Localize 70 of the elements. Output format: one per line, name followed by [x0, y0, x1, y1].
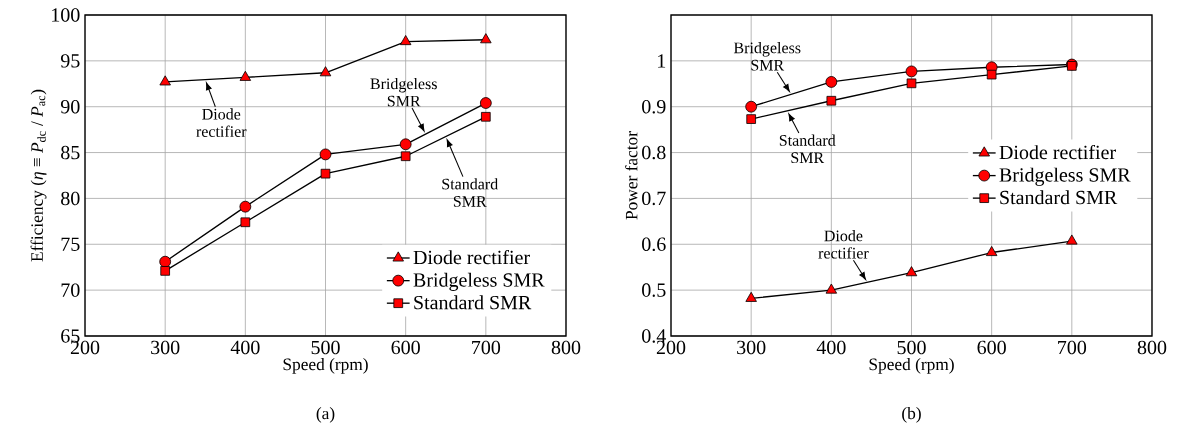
y-tick-label: 90 — [60, 99, 80, 114]
y-tick-label: 0.5 — [642, 283, 666, 297]
point — [159, 255, 172, 268]
legend-label: Bridgeless SMR — [413, 272, 545, 291]
point — [985, 245, 998, 256]
y-tick-label: 0.6 — [642, 237, 666, 252]
text: (a) — [316, 407, 335, 423]
x-tick-label: 700 — [1058, 340, 1087, 355]
annotation: Bridgeless SMR — [370, 77, 437, 107]
y-tick-label: 0.7 — [642, 191, 666, 206]
point — [825, 283, 838, 294]
y-tick-label: 100 — [52, 8, 80, 22]
y-tick-label: 80 — [61, 191, 80, 206]
x-tick-label: 400 — [230, 340, 260, 355]
point — [319, 66, 332, 77]
annotation: Standard SMR — [779, 134, 836, 164]
point — [320, 168, 331, 179]
point — [481, 111, 491, 122]
x-tick-label: 800 — [1137, 340, 1167, 355]
point — [1066, 234, 1078, 245]
x-tick-label: 500 — [311, 340, 340, 355]
annotation: Standard SMR — [442, 178, 498, 207]
point — [239, 70, 252, 81]
point — [905, 266, 918, 277]
point — [159, 75, 171, 86]
x-tick-label: 400 — [816, 340, 846, 355]
point — [746, 114, 756, 124]
x-tick-label: 300 — [151, 340, 180, 355]
legend-label: Bridgeless SMR — [999, 167, 1131, 186]
y-tick-label: 75 — [61, 237, 80, 251]
point — [826, 95, 837, 106]
y-tick-label: 0.9 — [642, 99, 666, 114]
point — [905, 65, 918, 78]
legend-label: Standard SMR — [1000, 190, 1118, 205]
y-tick-label: 85 — [61, 145, 80, 160]
x-axis-title: Speed (rpm) — [283, 358, 368, 374]
point — [399, 35, 412, 46]
x-tick-label: 600 — [391, 340, 420, 355]
y-tick-label: 1 — [658, 54, 666, 68]
x-tick-label: 800 — [551, 340, 581, 355]
point — [399, 138, 412, 151]
y-tick-label: 0.8 — [642, 145, 666, 160]
legend-label: Diode rectifier — [413, 249, 530, 265]
y-tick-label: 95 — [60, 54, 80, 68]
point — [239, 200, 252, 213]
point — [480, 33, 492, 44]
text: (b) — [902, 407, 921, 423]
x-tick-label: 500 — [897, 340, 926, 355]
text: Efficiency (η ≡ P$_{dc}$ / P$_{ac}$) — [30, 89, 47, 262]
point — [825, 76, 838, 88]
annotation: Diode rectifier — [818, 230, 869, 259]
point — [906, 78, 917, 89]
point — [240, 217, 251, 228]
legend-label: Standard SMR — [414, 295, 532, 310]
x-tick-label: 700 — [472, 340, 501, 355]
x-tick-label: 600 — [977, 340, 1006, 355]
y-axis-title: Power factor — [625, 131, 638, 220]
annotation: Bridgeless SMR — [733, 42, 801, 71]
point — [745, 100, 758, 113]
point — [400, 151, 411, 162]
point — [986, 69, 997, 80]
point — [479, 97, 492, 109]
y-tick-label: 70 — [61, 283, 80, 297]
annotation: Diode rectifier — [196, 108, 247, 137]
x-tick-label: 300 — [737, 340, 766, 355]
point — [319, 148, 332, 161]
point — [745, 291, 757, 302]
x-axis-title: Speed (rpm) — [869, 358, 954, 374]
legend-label: Diode rectifier — [999, 144, 1116, 160]
point — [160, 266, 170, 276]
